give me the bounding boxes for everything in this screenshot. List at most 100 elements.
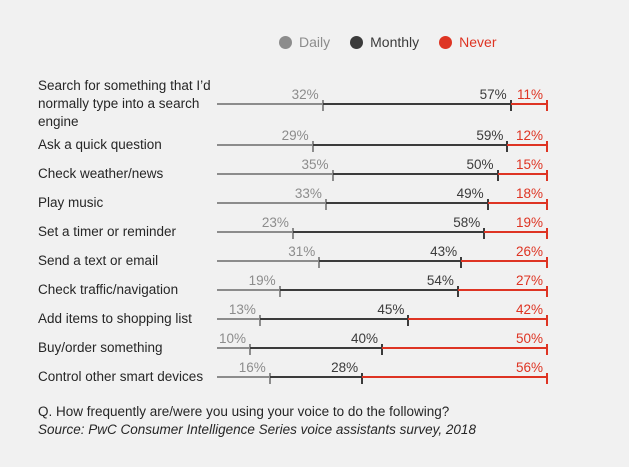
daily-value-label: 29%	[281, 127, 309, 143]
daily-tick	[321, 99, 324, 111]
monthly-segment	[332, 172, 498, 175]
daily-tick	[258, 314, 261, 326]
category-label: Buy/order something	[38, 339, 163, 355]
category-label: Play music	[38, 194, 104, 210]
chart-row: Check traffic/navigation 19% 54% 27%	[38, 272, 548, 304]
monthly-tick	[460, 256, 463, 268]
never-tick	[546, 198, 548, 210]
never-tick	[546, 314, 548, 326]
daily-segment	[217, 288, 280, 291]
row-track: 31% 43% 26%	[217, 243, 548, 275]
monthly-segment	[325, 201, 488, 204]
monthly-tick	[407, 314, 410, 326]
daily-tick	[291, 227, 294, 239]
daily-segment	[217, 172, 333, 175]
never-value-label: 12%	[515, 127, 543, 143]
never-value-label: 27%	[515, 272, 543, 288]
monthly-value-label: 50%	[466, 156, 494, 172]
monthly-segment	[279, 288, 458, 291]
category-label: Control other smart devices	[38, 368, 204, 384]
monthly-value-label: 59%	[476, 127, 504, 143]
chart-row: Buy/order something 10% 40% 50%	[38, 330, 548, 362]
never-segment	[461, 259, 547, 262]
monthly-value-label: 40%	[350, 330, 378, 346]
legend-item: Monthly	[350, 34, 419, 50]
daily-tick	[249, 343, 251, 355]
source-text: Source: PwC Consumer Intelligence Series…	[38, 422, 476, 437]
never-tick	[546, 372, 548, 384]
legend-item-label: Monthly	[370, 34, 420, 50]
never-dot-icon	[439, 35, 453, 49]
never-segment	[362, 375, 547, 378]
row-track: 16% 28% 56%	[217, 359, 548, 391]
monthly-segment	[250, 346, 382, 349]
monthly-tick	[486, 198, 489, 210]
daily-value-label: 31%	[288, 243, 316, 259]
never-tick	[546, 343, 548, 355]
never-value-label: 26%	[515, 243, 543, 259]
daily-tick	[324, 198, 327, 210]
row-track: 32% 57% 11%	[217, 77, 548, 130]
never-tick	[546, 140, 548, 152]
never-value-label: 18%	[515, 185, 543, 201]
monthly-segment	[292, 230, 485, 233]
daily-tick	[311, 140, 314, 152]
chart-row: Control other smart devices 16% 28% 56%	[38, 359, 548, 391]
row-track: 33% 49% 18%	[217, 185, 548, 217]
chart-row: Search for something that I’d normally t…	[38, 77, 548, 130]
monthly-tick	[381, 343, 383, 355]
chart-row: Send a text or email 31% 43% 26%	[38, 243, 548, 275]
legend-item: Never	[439, 34, 497, 50]
never-tick	[546, 285, 548, 297]
monthly-value-label: 43%	[430, 243, 458, 259]
never-value-label: 50%	[515, 330, 543, 346]
monthly-tick	[496, 169, 499, 181]
monthly-tick	[509, 99, 512, 111]
never-segment	[408, 317, 547, 320]
daily-value-label: 16%	[238, 359, 266, 375]
daily-value-label: 33%	[294, 185, 322, 201]
monthly-tick	[483, 227, 486, 239]
never-segment	[507, 143, 547, 146]
daily-segment	[217, 259, 320, 262]
daily-tick	[318, 256, 321, 268]
row-track: 19% 54% 27%	[217, 272, 548, 304]
monthly-dot-icon	[350, 35, 364, 49]
daily-segment	[217, 317, 260, 320]
question-text: Q. How frequently are/were you using you…	[38, 404, 450, 419]
never-value-label: 11%	[516, 86, 543, 102]
daily-value-label: 10%	[218, 330, 246, 346]
daily-value-label: 32%	[291, 86, 319, 102]
never-segment	[510, 102, 547, 105]
daily-segment	[217, 201, 326, 204]
chart-rows: Search for something that I’d normally t…	[38, 77, 548, 391]
daily-tick	[331, 169, 334, 181]
legend-item-label: Never	[459, 34, 497, 50]
chart-row: Play music 33% 49% 18%	[38, 185, 548, 217]
category-label: Ask a quick question	[38, 136, 162, 152]
daily-tick	[268, 372, 271, 384]
chart-row: Set a timer or reminder 23% 58% 19%	[38, 214, 548, 246]
monthly-tick	[506, 140, 509, 152]
chart-footer: Q. How frequently are/were you using you…	[38, 403, 476, 439]
daily-segment	[217, 230, 293, 233]
monthly-value-label: 58%	[453, 214, 481, 230]
never-value-label: 42%	[515, 301, 543, 317]
chart-row: Add items to shopping list 13% 45% 42%	[38, 301, 548, 333]
monthly-segment	[322, 102, 511, 105]
category-label: Send a text or email	[38, 252, 159, 268]
monthly-value-label: 45%	[377, 301, 405, 317]
row-track: 23% 58% 19%	[217, 214, 548, 246]
monthly-tick	[456, 285, 459, 297]
never-tick	[546, 227, 548, 239]
chart-row: Ask a quick question 29% 59% 12%	[38, 127, 548, 159]
legend: Daily Monthly Never	[279, 34, 497, 50]
daily-value-label: 23%	[261, 214, 289, 230]
daily-segment	[217, 375, 270, 378]
never-value-label: 19%	[515, 214, 543, 230]
monthly-segment	[269, 375, 363, 378]
never-segment	[484, 230, 547, 233]
never-tick	[546, 99, 548, 111]
category-label: Check weather/news	[38, 165, 164, 181]
daily-segment	[217, 102, 323, 105]
